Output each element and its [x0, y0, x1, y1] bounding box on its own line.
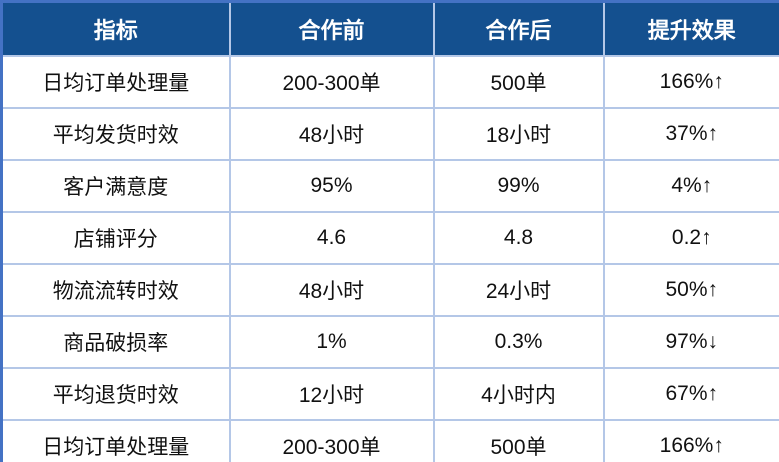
cell-improvement: 37%↑	[602, 107, 779, 161]
cell-indicator: 平均发货时效	[0, 107, 231, 161]
cell-before: 4.6	[228, 211, 435, 265]
cell-after: 4小时内	[432, 367, 605, 421]
cell-indicator: 店铺评分	[0, 211, 231, 265]
cell-before: 200-300单	[228, 55, 435, 109]
cell-improvement: 4%↑	[602, 159, 779, 213]
table-row: 日均订单处理量 200-300单 500单 166%↑	[0, 55, 779, 109]
cell-indicator: 平均退货时效	[0, 367, 231, 421]
header-after-cooperation: 合作后	[432, 0, 605, 57]
cell-before: 48小时	[228, 263, 435, 317]
cell-before: 1%	[228, 315, 435, 369]
table-row: 物流流转时效 48小时 24小时 50%↑	[0, 263, 779, 317]
table-header-row: 指标 合作前 合作后 提升效果	[0, 0, 779, 57]
cell-after: 500单	[432, 419, 605, 462]
cell-indicator: 物流流转时效	[0, 263, 231, 317]
cell-after: 4.8	[432, 211, 605, 265]
cell-before: 200-300单	[228, 419, 435, 462]
table-row: 日均订单处理量 200-300单 500单 166%↑	[0, 419, 779, 462]
table-row: 商品破损率 1% 0.3% 97%↓	[0, 315, 779, 369]
table-row: 平均退货时效 12小时 4小时内 67%↑	[0, 367, 779, 421]
cell-indicator: 日均订单处理量	[0, 419, 231, 462]
cell-improvement: 50%↑	[602, 263, 779, 317]
cell-after: 99%	[432, 159, 605, 213]
cell-after: 500单	[432, 55, 605, 109]
table-row: 客户满意度 95% 99% 4%↑	[0, 159, 779, 213]
cell-indicator: 客户满意度	[0, 159, 231, 213]
cell-before: 95%	[228, 159, 435, 213]
cell-indicator: 日均订单处理量	[0, 55, 231, 109]
cell-improvement: 166%↑	[602, 55, 779, 109]
cell-before: 48小时	[228, 107, 435, 161]
cell-indicator: 商品破损率	[0, 315, 231, 369]
cell-before: 12小时	[228, 367, 435, 421]
cell-after: 0.3%	[432, 315, 605, 369]
cell-improvement: 166%↑	[602, 419, 779, 462]
table-row: 平均发货时效 48小时 18小时 37%↑	[0, 107, 779, 161]
cell-after: 18小时	[432, 107, 605, 161]
cell-improvement: 97%↓	[602, 315, 779, 369]
cell-improvement: 67%↑	[602, 367, 779, 421]
cell-after: 24小时	[432, 263, 605, 317]
header-indicator: 指标	[0, 0, 231, 57]
header-improvement-effect: 提升效果	[602, 0, 779, 57]
header-before-cooperation: 合作前	[228, 0, 435, 57]
table-row: 店铺评分 4.6 4.8 0.2↑	[0, 211, 779, 265]
cell-improvement: 0.2↑	[602, 211, 779, 265]
